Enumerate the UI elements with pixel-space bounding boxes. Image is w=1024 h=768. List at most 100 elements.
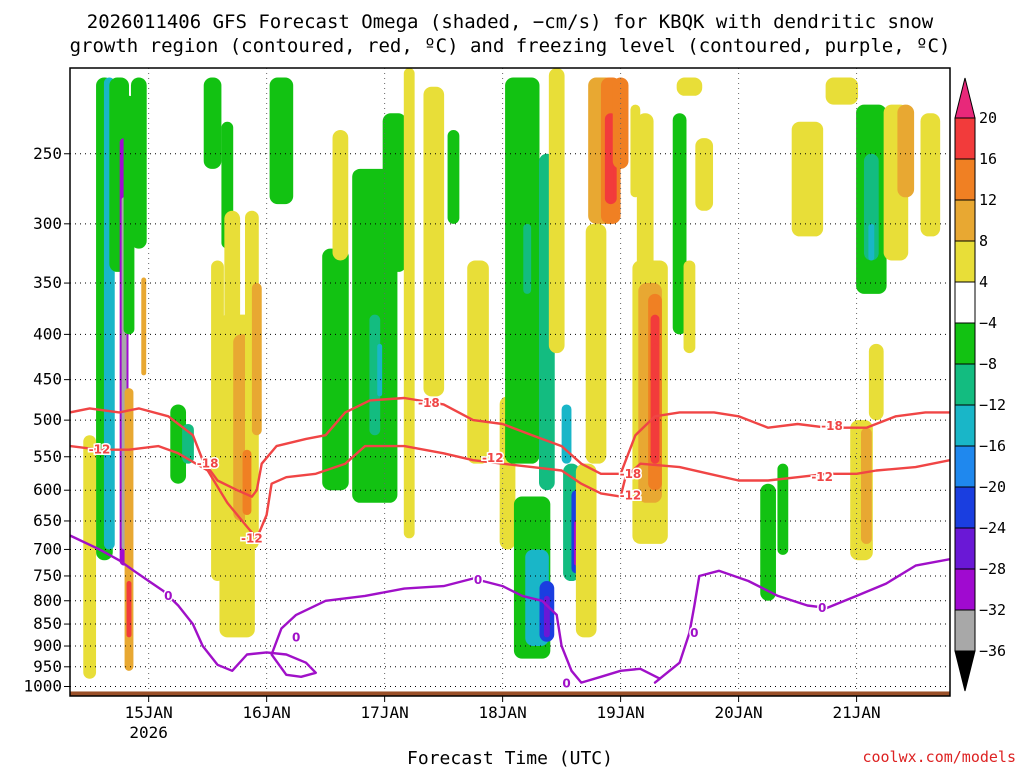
colorbar-bin-10 bbox=[954, 527, 976, 570]
omega-region-46 bbox=[575, 463, 597, 638]
y-tick-label-850: 850 bbox=[33, 614, 62, 633]
colorbar-label-6: −8 bbox=[979, 355, 997, 373]
omega-region-75 bbox=[868, 343, 884, 421]
omega-region-65 bbox=[777, 463, 789, 555]
colorbar-label-11: −28 bbox=[979, 560, 1006, 578]
omega-region-74 bbox=[861, 427, 872, 544]
contour-label-4: -12 bbox=[482, 451, 504, 465]
dotted-grid bbox=[70, 68, 950, 696]
omega-region-28 bbox=[382, 113, 407, 272]
contour-label-10: 0 bbox=[292, 630, 300, 644]
colorbar-bin-8 bbox=[954, 445, 976, 488]
contour-label-8: -12 bbox=[811, 470, 833, 484]
contour-label-6: -12 bbox=[620, 488, 642, 502]
colorbar-bin-11 bbox=[954, 568, 976, 611]
surface-terrain bbox=[70, 691, 950, 696]
omega-region-70 bbox=[868, 223, 875, 261]
omega-region-6 bbox=[130, 77, 147, 249]
plot-frame bbox=[69, 67, 951, 697]
x-tick-sublabel-15JAN: 2026 bbox=[129, 723, 168, 742]
colorbar-bottom-arrow bbox=[954, 650, 976, 692]
omega-region-27 bbox=[377, 343, 383, 397]
colorbar-bin-7 bbox=[954, 404, 976, 447]
omega-region-26 bbox=[369, 314, 381, 436]
y-tick-label-700: 700 bbox=[33, 539, 62, 558]
omega-region-47 bbox=[585, 223, 607, 464]
contour-label-13: 0 bbox=[690, 626, 698, 640]
omega-region-11 bbox=[170, 404, 187, 484]
colorbar-bin-5 bbox=[954, 322, 976, 365]
omega-region-34 bbox=[505, 77, 540, 464]
omega-region-60 bbox=[672, 113, 687, 335]
contour-label-0: -12 bbox=[89, 443, 111, 457]
colorbar-bin-3 bbox=[954, 240, 976, 283]
omega-region-10 bbox=[83, 435, 97, 679]
omega-shading-layer bbox=[83, 68, 941, 679]
colorbar-label-10: −24 bbox=[979, 519, 1006, 537]
y-tick-label-950: 950 bbox=[33, 657, 62, 676]
omega-region-66 bbox=[791, 121, 824, 237]
contour-minus18 bbox=[70, 396, 950, 498]
contour-label-2: -12 bbox=[241, 531, 263, 545]
y-tick-label-250: 250 bbox=[33, 144, 62, 163]
pressure-axis: 250 300 350 400 450 500 550 600 650 700 750 800 850 9… bbox=[23, 144, 70, 696]
colorbar-bin-6 bbox=[954, 363, 976, 406]
x-tick-label-18JAN: 18JAN bbox=[479, 703, 527, 722]
omega-region-62 bbox=[683, 260, 696, 354]
y-tick-label-900: 900 bbox=[33, 636, 62, 655]
colorbar-bin-9 bbox=[954, 486, 976, 529]
omega-region-67 bbox=[825, 77, 859, 105]
x-tick-label-19JAN: 19JAN bbox=[597, 703, 645, 722]
y-tick-label-350: 350 bbox=[33, 273, 62, 292]
colorbar-label-12: −32 bbox=[979, 601, 1006, 619]
omega-region-64 bbox=[760, 483, 776, 601]
omega-region-29 bbox=[403, 68, 415, 539]
y-tick-label-1000: 1000 bbox=[23, 677, 62, 696]
colorbar-bin-0 bbox=[954, 117, 976, 160]
contour-label-1: -18 bbox=[197, 457, 219, 471]
colorbar: 20 16 12 8 4 −4 −8 −12 −16 −20 −24 −28 −32 −36 bbox=[954, 77, 1006, 692]
omega-region-7 bbox=[141, 277, 147, 376]
contour-layer bbox=[70, 396, 950, 684]
contour-minus12 bbox=[70, 444, 950, 540]
contour-label-9: 0 bbox=[164, 589, 172, 603]
contour-label-7: -18 bbox=[821, 419, 843, 433]
contour-label-14: 0 bbox=[818, 601, 826, 615]
colorbar-bin-1 bbox=[954, 158, 976, 201]
colorbar-label-7: −12 bbox=[979, 396, 1006, 414]
omega-region-69 bbox=[863, 153, 879, 261]
omega-region-30 bbox=[423, 86, 445, 397]
colorbar-label-13: −36 bbox=[979, 642, 1006, 660]
y-tick-label-400: 400 bbox=[33, 324, 62, 343]
contour-label-5: -18 bbox=[620, 467, 642, 481]
colorbar-label-8: −16 bbox=[979, 437, 1006, 455]
freezing-level-contour bbox=[70, 534, 950, 684]
contour-label-11: 0 bbox=[474, 573, 482, 587]
omega-region-31 bbox=[447, 129, 460, 224]
chart-title-line-2: growth region (contoured, red, ºC) and f… bbox=[70, 35, 951, 57]
x-tick-label-20JAN: 20JAN bbox=[715, 703, 763, 722]
y-tick-label-550: 550 bbox=[33, 447, 62, 466]
omega-region-63 bbox=[695, 138, 714, 211]
omega-region-59 bbox=[636, 113, 654, 284]
colorbar-label-0: 20 bbox=[979, 109, 997, 127]
colorbar-label-2: 12 bbox=[979, 191, 997, 209]
omega-region-20 bbox=[242, 449, 252, 516]
x-tick-label-16JAN: 16JAN bbox=[243, 703, 291, 722]
x-tick-label-17JAN: 17JAN bbox=[361, 703, 409, 722]
colorbar-label-4: 4 bbox=[979, 273, 988, 291]
terrain-band bbox=[70, 691, 950, 696]
chart-title-line-1: 2026011406 GFS Forecast Omega (shaded, −… bbox=[87, 11, 934, 33]
y-tick-label-800: 800 bbox=[33, 591, 62, 610]
omega-region-13 bbox=[203, 77, 222, 169]
y-tick-label-600: 600 bbox=[33, 480, 62, 499]
colorbar-top-arrow bbox=[954, 77, 976, 119]
omega-region-21 bbox=[251, 283, 262, 436]
contour-label-3: -18 bbox=[418, 396, 440, 410]
contour-label-12: 0 bbox=[562, 676, 570, 690]
site-credit: coolwx.com/models bbox=[862, 748, 1016, 766]
x-axis-title: Forecast Time (UTC) bbox=[407, 748, 613, 768]
omega-region-9 bbox=[126, 581, 132, 638]
omega-region-58 bbox=[652, 343, 658, 421]
